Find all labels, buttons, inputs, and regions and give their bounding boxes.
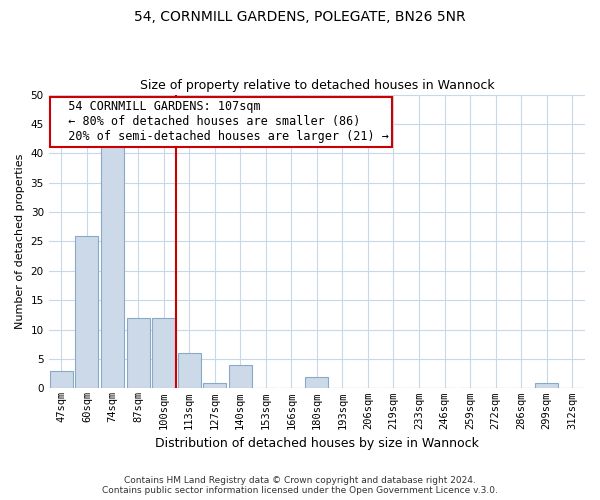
Bar	[535, 382, 558, 388]
Y-axis label: Number of detached properties: Number of detached properties	[15, 154, 25, 329]
Text: 54 CORNMILL GARDENS: 107sqm
  ← 80% of detached houses are smaller (86)
  20% of: 54 CORNMILL GARDENS: 107sqm ← 80% of det…	[54, 100, 389, 144]
Bar	[229, 365, 252, 388]
Bar	[305, 376, 328, 388]
Title: Size of property relative to detached houses in Wannock: Size of property relative to detached ho…	[140, 79, 494, 92]
Bar	[50, 371, 73, 388]
Bar	[76, 236, 98, 388]
Bar	[127, 318, 149, 388]
Bar	[178, 353, 200, 388]
Bar	[203, 382, 226, 388]
Bar	[101, 148, 124, 388]
Text: Contains HM Land Registry data © Crown copyright and database right 2024.
Contai: Contains HM Land Registry data © Crown c…	[102, 476, 498, 495]
X-axis label: Distribution of detached houses by size in Wannock: Distribution of detached houses by size …	[155, 437, 479, 450]
Bar	[152, 318, 175, 388]
Text: 54, CORNMILL GARDENS, POLEGATE, BN26 5NR: 54, CORNMILL GARDENS, POLEGATE, BN26 5NR	[134, 10, 466, 24]
